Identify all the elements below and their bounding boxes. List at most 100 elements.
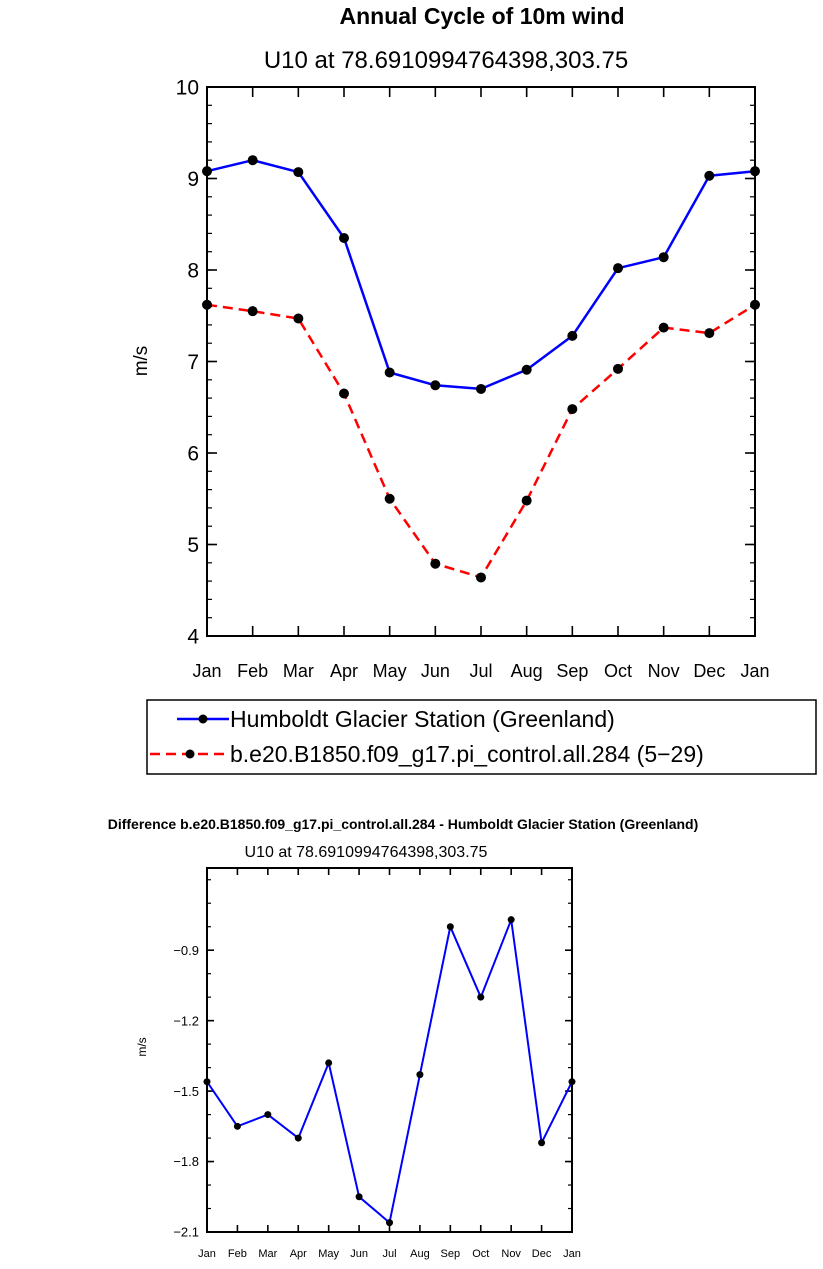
- x-tick-label: Jul: [469, 661, 492, 681]
- chart-2: Difference b.e20.B1850.f09_g17.pi_contro…: [108, 816, 699, 1260]
- legend-marker-series-2: [185, 749, 195, 759]
- x-tick-label: Oct: [604, 661, 632, 681]
- y-tick-label: −0.9: [173, 943, 199, 958]
- x-tick-label: Oct: [472, 1248, 489, 1260]
- series-1-point: [386, 1219, 393, 1227]
- x-tick-label: Aug: [410, 1248, 430, 1260]
- x-tick-label: Jan: [563, 1248, 581, 1260]
- chart-1-legend: Humboldt Glacier Station (Greenland) b.e…: [146, 699, 817, 775]
- legend-label-series-1: Humboldt Glacier Station (Greenland): [230, 706, 615, 732]
- chart-1-subtitle: U10 at 78.6910994764398,303.75: [264, 47, 628, 74]
- legend-item-series-2: b.e20.B1850.f09_g17.pi_control.all.284 (…: [150, 741, 704, 767]
- x-tick-label: Sep: [441, 1248, 461, 1260]
- y-tick-label: 4: [187, 626, 199, 649]
- series-1-point: [416, 1071, 424, 1079]
- chart-2-subtitle: U10 at 78.6910994764398,303.75: [245, 844, 488, 861]
- chart-2-y-tick-labels: −2.1 −1.8 −1.5 −1.2 −0.9: [173, 943, 199, 1240]
- chart-1-title: Annual Cycle of 10m wind: [340, 3, 625, 29]
- y-tick-label: 7: [187, 351, 199, 374]
- x-tick-label: Nov: [501, 1248, 521, 1260]
- chart-1-y-axis-label: m/s: [131, 346, 152, 377]
- series-1-point: [446, 923, 454, 931]
- series-2-point: [339, 388, 349, 399]
- y-tick-label: 8: [187, 260, 199, 283]
- series-2-point: [704, 328, 715, 339]
- series-1-point: [233, 1122, 241, 1130]
- series-2-point: [384, 493, 395, 504]
- x-tick-label: Jun: [421, 661, 450, 681]
- series-1-point: [658, 252, 669, 263]
- x-tick-label: Dec: [693, 661, 725, 681]
- series-1-point: [325, 1059, 333, 1067]
- x-tick-label: Feb: [228, 1248, 247, 1260]
- series-2-point: [293, 313, 304, 324]
- y-tick-label: 9: [187, 168, 199, 191]
- x-tick-label: Apr: [290, 1248, 307, 1260]
- x-tick-label: Mar: [258, 1248, 277, 1260]
- x-tick-label: Apr: [330, 661, 358, 681]
- chart-2-title: Difference b.e20.B1850.f09_g17.pi_contro…: [108, 816, 699, 832]
- series-1-point: [355, 1193, 363, 1201]
- x-tick-label: Dec: [532, 1248, 552, 1260]
- y-tick-label: 10: [176, 77, 199, 100]
- legend-label-series-2: b.e20.B1850.f09_g17.pi_control.all.284 (…: [230, 741, 704, 767]
- series-line-1: [206, 158, 756, 391]
- series-1-point: [430, 380, 441, 391]
- y-tick-label: −1.8: [173, 1154, 199, 1169]
- chart-2-x-tick-labels: Jan Feb Mar Apr May Jun Jul Aug Sep Oct Nov Dec Jan: [198, 1248, 581, 1260]
- x-tick-label: Aug: [511, 661, 543, 681]
- chart-2-y-axis-label: m/s: [135, 1037, 149, 1056]
- series-2-point: [521, 495, 532, 506]
- series-1-point: [521, 364, 532, 375]
- chart-1-series: [202, 155, 760, 583]
- x-tick-label: May: [373, 661, 407, 681]
- chart-1-plot-frame: [206, 86, 756, 637]
- series-2-point: [430, 558, 441, 569]
- series-2-point: [476, 572, 486, 583]
- x-tick-label: Feb: [237, 661, 268, 681]
- y-tick-label: −1.5: [173, 1084, 199, 1099]
- series-1-point: [477, 993, 485, 1001]
- series-line-1: [206, 918, 573, 1224]
- x-tick-label: Jan: [198, 1248, 216, 1260]
- chart-1: Annual Cycle of 10m wind U10 at 78.69109…: [131, 3, 817, 775]
- series-2-point: [613, 363, 623, 374]
- chart-1-y-tick-labels: 4 5 6 7 8 9 10: [176, 77, 200, 649]
- x-tick-label: Jul: [382, 1248, 396, 1260]
- series-1-point: [294, 1134, 302, 1142]
- series-line-2: [206, 303, 756, 579]
- series-1-point: [476, 383, 486, 394]
- legend-item-series-1: Humboldt Glacier Station (Greenland): [177, 706, 615, 732]
- series-2-point: [567, 404, 578, 415]
- chart-2-plot-frame: [206, 867, 573, 1233]
- y-tick-label: 6: [187, 443, 199, 466]
- x-tick-label: Jan: [192, 661, 221, 681]
- series-2-point: [247, 306, 258, 317]
- chart-2-series: [203, 916, 576, 1227]
- x-tick-label: Sep: [556, 661, 588, 681]
- series-1-point: [293, 167, 304, 178]
- series-1-point: [507, 916, 515, 924]
- series-1-point: [339, 232, 349, 243]
- series-1-point: [538, 1139, 546, 1147]
- series-1-point: [704, 170, 715, 181]
- x-tick-label: Nov: [648, 661, 680, 681]
- y-tick-label: −2.1: [173, 1225, 199, 1240]
- series-1-point: [567, 330, 578, 341]
- legend-marker-series-1: [198, 714, 208, 724]
- x-tick-label: Jun: [350, 1248, 368, 1260]
- series-1-point: [613, 263, 623, 274]
- series-1-point: [384, 367, 395, 378]
- chart-2-ticks: [206, 868, 573, 1233]
- series-1-point: [264, 1111, 272, 1119]
- y-tick-label: 5: [187, 534, 199, 557]
- chart-1-legend-box: [146, 699, 817, 775]
- series-1-point: [247, 155, 258, 166]
- y-tick-label: −1.2: [173, 1013, 199, 1028]
- x-tick-label: Mar: [283, 661, 314, 681]
- x-tick-label: May: [318, 1248, 339, 1260]
- x-tick-label: Jan: [740, 661, 769, 681]
- series-2-point: [658, 322, 669, 333]
- chart-1-x-tick-labels: Jan Feb Mar Apr May Jun Jul Aug Sep Oct Nov Dec Jan: [192, 661, 769, 681]
